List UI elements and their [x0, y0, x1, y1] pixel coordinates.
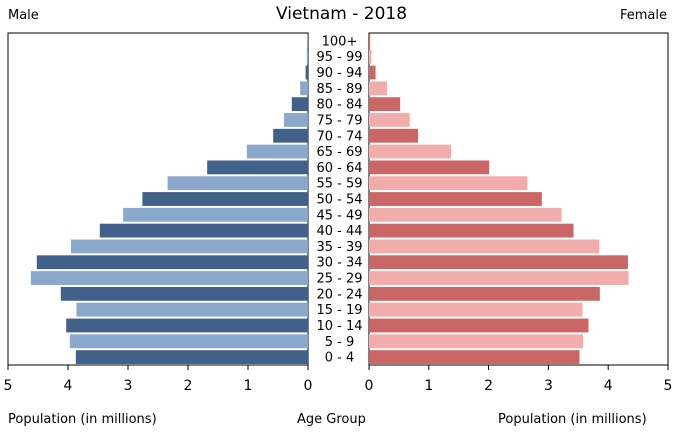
- female-axis-label: Population (in millions): [498, 412, 647, 427]
- male-bar: [69, 334, 308, 349]
- male-bar: [123, 207, 308, 222]
- age-group-label: 45 - 49: [316, 208, 362, 223]
- age-group-label: 15 - 19: [316, 303, 362, 318]
- male-bar: [71, 239, 308, 254]
- female-bar: [369, 144, 451, 159]
- age-group-label: 90 - 94: [316, 66, 362, 81]
- female-bar: [369, 97, 401, 112]
- female-bar: [369, 176, 528, 191]
- male-bar: [36, 255, 309, 270]
- female-bar: [369, 286, 600, 301]
- age-group-axis-label: Age Group: [297, 412, 366, 427]
- male-bar: [167, 176, 308, 191]
- age-group-label: 0 - 4: [325, 351, 355, 366]
- female-bar: [369, 255, 628, 270]
- male-bar: [246, 144, 308, 159]
- male-bar: [30, 271, 309, 285]
- male-bar: [76, 302, 309, 317]
- female-bar: [369, 49, 372, 64]
- male-bar: [291, 97, 308, 112]
- male-bar: [60, 286, 308, 301]
- x-tick-label: 0: [365, 378, 374, 394]
- female-bar: [369, 350, 580, 364]
- chart-title: Vietnam - 2018: [275, 4, 408, 24]
- age-group-label: 40 - 44: [316, 224, 362, 239]
- female-bar: [369, 113, 410, 127]
- x-tick-label: 5: [664, 378, 673, 394]
- age-group-label: 35 - 39: [316, 240, 362, 255]
- male-axis-label: Population (in millions): [8, 412, 157, 427]
- male-bar: [75, 350, 308, 364]
- male-bar: [284, 113, 308, 127]
- x-tick-label: 0: [304, 378, 313, 394]
- female-bar: [369, 192, 542, 206]
- age-group-label: 100+: [322, 34, 358, 49]
- age-group-label: 95 - 99: [316, 50, 362, 65]
- x-tick-label: 4: [604, 378, 613, 394]
- age-group-label: 70 - 74: [316, 129, 362, 144]
- x-tick-label: 1: [424, 378, 433, 394]
- age-group-label: 5 - 9: [325, 335, 355, 350]
- x-tick-label: 3: [124, 378, 133, 394]
- female-bar: [369, 302, 583, 317]
- age-group-label: 25 - 29: [316, 272, 362, 287]
- male-bar: [273, 128, 308, 143]
- x-tick-label: 4: [64, 378, 73, 394]
- male-bar: [300, 81, 308, 96]
- male-bar: [305, 65, 308, 80]
- female-bar: [369, 160, 490, 175]
- female-bar: [369, 65, 376, 80]
- age-group-label: 10 - 14: [316, 319, 362, 334]
- male-bar: [307, 34, 308, 48]
- male-bar: [306, 49, 308, 64]
- age-group-label: 55 - 59: [316, 177, 362, 192]
- female-bar: [369, 128, 419, 143]
- age-group-label: 75 - 79: [316, 113, 362, 128]
- age-group-label: 65 - 69: [316, 145, 362, 160]
- age-group-label: 80 - 84: [316, 98, 362, 113]
- age-group-label: 30 - 34: [316, 256, 362, 271]
- female-side-label: Female: [619, 8, 667, 23]
- x-tick-label: 1: [244, 378, 253, 394]
- female-bar: [369, 334, 584, 349]
- age-group-label: 85 - 89: [316, 82, 362, 97]
- male-bar: [99, 223, 308, 238]
- x-tick-label: 2: [184, 378, 193, 394]
- female-bar: [369, 34, 371, 48]
- female-bar: [369, 81, 387, 96]
- female-bar: [369, 318, 589, 333]
- male-bar: [142, 192, 308, 206]
- male-bar: [207, 160, 308, 175]
- female-bar: [369, 223, 574, 238]
- age-group-label: 60 - 64: [316, 161, 362, 176]
- female-bar: [369, 239, 600, 254]
- age-group-label: 50 - 54: [316, 193, 362, 208]
- x-tick-label: 2: [484, 378, 493, 394]
- male-side-label: Male: [8, 8, 39, 23]
- female-bar: [369, 207, 562, 222]
- female-bar: [369, 271, 629, 285]
- x-tick-label: 5: [4, 378, 13, 394]
- age-group-label: 20 - 24: [316, 287, 362, 302]
- male-bar: [66, 318, 308, 333]
- x-tick-label: 3: [544, 378, 553, 394]
